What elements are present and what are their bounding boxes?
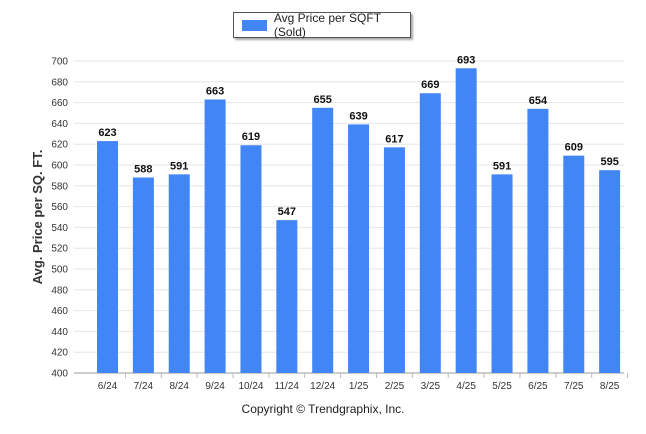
- y-tick-label: 420: [51, 348, 68, 359]
- data-label: 619: [242, 131, 260, 143]
- data-label: 623: [98, 127, 116, 139]
- legend-swatch: [242, 19, 267, 31]
- data-label: 588: [134, 163, 152, 175]
- legend-label: Avg Price per SQFT (Sold): [273, 11, 381, 39]
- x-tick-label: 9/24: [205, 381, 225, 392]
- data-label: 609: [565, 142, 583, 154]
- y-tick-label: 640: [51, 119, 68, 130]
- bar: [276, 220, 298, 373]
- y-tick-label: 540: [51, 223, 68, 234]
- y-axis-label: Avg. Price per SQ. FT.: [30, 150, 45, 285]
- x-tick-label: 1/25: [349, 381, 369, 392]
- copyright-text: Copyright © Trendgraphix, Inc.: [241, 402, 405, 416]
- x-tick-label: 7/25: [564, 381, 584, 392]
- y-tick-label: 700: [51, 57, 68, 68]
- y-tick-label: 480: [51, 285, 68, 296]
- bar: [204, 99, 226, 373]
- data-label: 655: [314, 94, 332, 106]
- data-label: 654: [529, 95, 548, 107]
- y-tick-label: 500: [51, 265, 68, 276]
- x-tick-label: 6/24: [98, 381, 118, 392]
- bar: [348, 124, 370, 373]
- data-label: 591: [493, 160, 511, 172]
- bar: [168, 174, 190, 373]
- bar: [240, 145, 262, 373]
- bar: [132, 177, 154, 373]
- x-tick-label: 2/25: [385, 381, 405, 392]
- y-tick-label: 560: [51, 202, 68, 213]
- x-tick-label: 4/25: [456, 381, 476, 392]
- y-tick-label: 600: [51, 161, 68, 172]
- bar: [419, 93, 441, 374]
- x-tick-label: 12/24: [310, 381, 335, 392]
- y-tick-label: 400: [51, 369, 68, 380]
- x-tick-label: 8/25: [600, 381, 620, 392]
- y-tick-label: 440: [51, 327, 68, 338]
- data-label: 595: [600, 156, 618, 168]
- x-tick-label: 11/24: [275, 381, 300, 392]
- legend: Avg Price per SQFT (Sold): [233, 11, 411, 39]
- data-label: 617: [385, 133, 403, 145]
- bar: [599, 170, 621, 373]
- y-tick-label: 620: [51, 140, 68, 151]
- x-tick-label: 6/25: [528, 381, 548, 392]
- data-label: 547: [278, 206, 296, 218]
- x-tick-label: 3/25: [421, 381, 441, 392]
- bar: [383, 147, 405, 373]
- data-label: 693: [457, 54, 475, 66]
- data-label: 591: [170, 160, 188, 172]
- bar: [563, 155, 585, 373]
- bar: [491, 174, 513, 373]
- bar: [527, 108, 549, 373]
- bar: [455, 68, 477, 373]
- y-tick-label: 520: [51, 244, 68, 255]
- y-tick-label: 580: [51, 181, 68, 192]
- y-tick-label: 660: [51, 98, 68, 109]
- y-tick-label: 460: [51, 306, 68, 317]
- x-tick-label: 10/24: [238, 381, 263, 392]
- x-tick-label: 5/25: [492, 381, 512, 392]
- y-tick-label: 680: [51, 77, 68, 88]
- x-tick-label: 7/24: [134, 381, 154, 392]
- bar: [97, 141, 118, 373]
- data-label: 669: [421, 79, 439, 91]
- data-label: 639: [349, 110, 367, 122]
- bar: [312, 107, 334, 374]
- x-tick-label: 8/24: [169, 381, 189, 392]
- data-label: 663: [206, 85, 224, 97]
